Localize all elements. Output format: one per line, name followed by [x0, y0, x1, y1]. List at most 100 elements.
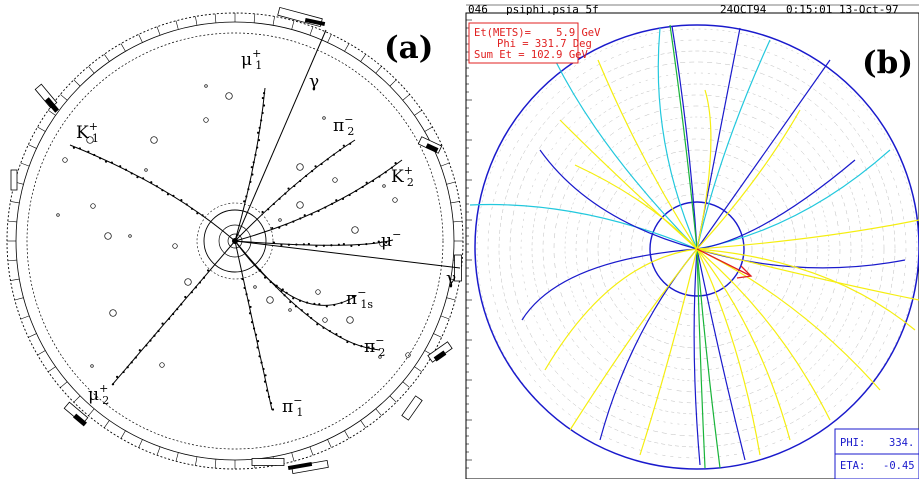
calorimeter-arc [476, 28, 918, 470]
hit-dot [372, 347, 375, 350]
hit-dot [346, 340, 349, 344]
hit-dot [87, 150, 90, 153]
hit-dot [303, 214, 306, 217]
hit-circle [225, 92, 233, 100]
panel-a-event-display: (a) μ+ 1 γ π− 2 K+ 1 K+ 2 μ− γ π− 1s π− 2 μ+ 2 π− 1 [6, 6, 464, 475]
hit-dot [283, 294, 286, 297]
particle-label: γ [446, 269, 456, 289]
hit-dot [122, 370, 125, 374]
hit-dot [272, 241, 276, 244]
hit-dot [289, 300, 292, 304]
hit-dot [172, 312, 175, 316]
calorimeter-arc [619, 171, 775, 327]
hit-dot [318, 303, 321, 306]
ring-segment-tick [446, 297, 456, 301]
hit-dot [285, 223, 288, 226]
hit-dot [153, 334, 156, 337]
panel-b-label: (b) [862, 45, 913, 81]
hit-dot [328, 329, 332, 333]
hit-dot [267, 395, 271, 398]
hit-dot [306, 313, 309, 316]
calorimeter-arc [586, 138, 808, 360]
gamma-2-line [234, 240, 461, 269]
ring-segment-tick [88, 408, 95, 416]
blue-track [696, 59, 831, 250]
hit-dot [254, 153, 257, 157]
hit-dot [342, 242, 345, 246]
particle-label: μ− [381, 228, 401, 251]
hit-dot [280, 289, 283, 293]
hit-circle [104, 232, 112, 240]
hit-dot [269, 280, 272, 284]
ring-segment-tick [433, 333, 442, 338]
gamma-1-line [234, 29, 327, 242]
ring-segment-tick [291, 452, 295, 462]
hit-dot [315, 245, 318, 248]
hit-dot [256, 346, 259, 349]
ring-segment-tick [389, 79, 397, 87]
blue-track [671, 25, 698, 250]
left-ruler [466, 19, 472, 469]
hit-dot [299, 179, 302, 183]
hit-dot [198, 281, 202, 284]
track-hits [72, 92, 397, 411]
ring-segment-tick [37, 350, 46, 356]
ring-segment-tick [389, 395, 397, 403]
hit-dot [310, 170, 314, 173]
yellow-track [696, 89, 712, 250]
hit-dot [357, 243, 360, 247]
hit-dot [243, 286, 246, 290]
hit-dot [93, 153, 96, 157]
hit-dot [250, 321, 254, 324]
hit-dot [201, 214, 204, 217]
hit-dot [257, 139, 261, 142]
hit-dot [166, 193, 170, 196]
hit-dot [300, 309, 303, 312]
hit-dot [249, 180, 252, 183]
particle-label: π− 2 [364, 334, 385, 359]
muon-hit-block [433, 350, 447, 362]
hit-dot [325, 305, 328, 308]
hit-dot [196, 212, 199, 215]
hit-dot [324, 206, 327, 209]
hit-circle [378, 355, 382, 359]
ring-segment-tick [402, 381, 410, 388]
hit-dot [302, 243, 305, 246]
hit-dot [254, 333, 258, 336]
particle-label: π− 1 [282, 394, 303, 419]
hit-dot [136, 176, 139, 179]
ring-segment-tick [73, 79, 81, 87]
hit-circle [346, 316, 354, 324]
ring-segment-tick [195, 456, 198, 466]
yellow-track [696, 219, 919, 250]
header-run: 046 [468, 3, 488, 16]
hit-dot [161, 189, 164, 192]
blue-track [693, 248, 701, 466]
hit-dot [243, 200, 246, 203]
ring-segment-tick [344, 43, 350, 52]
hit-dot [245, 195, 248, 198]
hit-dot [168, 317, 171, 320]
hit-dot [338, 149, 342, 152]
hit-dot [341, 197, 345, 200]
hit-dot [249, 305, 252, 309]
missing-et-arrow [696, 248, 753, 279]
yellow-track [639, 248, 698, 456]
green-track [669, 24, 698, 250]
ring-segment-tick [10, 278, 20, 281]
particle-label: γ [309, 72, 319, 92]
header-file: psiphi.psia 5f [506, 3, 599, 16]
hit-dot [155, 185, 158, 188]
blue-track [696, 159, 856, 250]
ring-segment-tick [309, 446, 314, 456]
ring-segment-tick [327, 439, 332, 448]
hit-dot [248, 312, 252, 315]
hit-dot [190, 291, 193, 294]
hit-dot [241, 277, 244, 281]
ring-segment-tick [60, 94, 68, 101]
hit-dot [335, 333, 338, 336]
ring-segment-tick [424, 126, 433, 132]
ring-segment-tick [402, 94, 410, 101]
vertex-ring [203, 209, 267, 273]
